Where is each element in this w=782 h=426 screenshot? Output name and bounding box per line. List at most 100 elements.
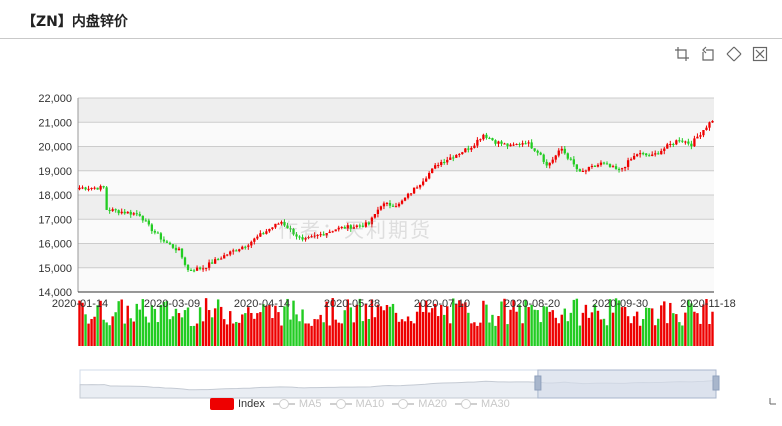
volume-bar bbox=[259, 312, 262, 346]
candle bbox=[78, 187, 81, 190]
candle bbox=[614, 166, 618, 169]
candle bbox=[159, 233, 163, 240]
volume-bar bbox=[551, 310, 554, 346]
candle bbox=[313, 235, 316, 237]
restore-icon[interactable] bbox=[726, 46, 742, 62]
volume-bar bbox=[518, 304, 521, 346]
volume-bar bbox=[370, 299, 374, 346]
candle bbox=[412, 187, 416, 194]
candle bbox=[223, 255, 226, 259]
legend-item-ma20[interactable]: MA20 bbox=[392, 398, 447, 410]
legend-item-ma5[interactable]: MA5 bbox=[272, 398, 322, 410]
volume-bar bbox=[464, 302, 467, 346]
volume-bar bbox=[379, 306, 383, 346]
candle bbox=[527, 142, 530, 144]
volume-bar bbox=[93, 316, 96, 346]
volume-bar bbox=[563, 308, 567, 346]
volume-bar bbox=[322, 322, 325, 346]
volume-bar bbox=[135, 303, 138, 346]
candle bbox=[687, 141, 690, 144]
volume-bar bbox=[105, 322, 108, 346]
volume-bar bbox=[180, 317, 184, 346]
candle bbox=[611, 166, 615, 168]
volume-bar bbox=[647, 307, 651, 346]
candle bbox=[238, 249, 241, 252]
candle bbox=[590, 165, 594, 167]
candle bbox=[428, 173, 431, 179]
candle bbox=[195, 267, 199, 271]
candle bbox=[521, 143, 524, 145]
volume-bar bbox=[141, 299, 145, 346]
legend-item-index[interactable]: Index bbox=[210, 398, 265, 410]
candle bbox=[575, 164, 578, 170]
candle bbox=[632, 155, 636, 160]
volume-bar bbox=[608, 299, 612, 346]
candle bbox=[177, 248, 181, 251]
legend-item-ma10[interactable]: MA10 bbox=[329, 398, 384, 410]
volume-bar bbox=[488, 322, 491, 346]
candle bbox=[123, 211, 126, 214]
candle bbox=[524, 143, 527, 145]
volume-bar bbox=[241, 314, 244, 346]
volume-bar bbox=[334, 319, 337, 346]
candle bbox=[566, 153, 569, 159]
volume-bar bbox=[198, 307, 202, 346]
volume-bar bbox=[587, 317, 591, 346]
volume-bar bbox=[316, 319, 319, 346]
candle bbox=[545, 161, 548, 166]
zoom-reset-icon[interactable] bbox=[700, 46, 716, 62]
candle bbox=[702, 130, 705, 136]
candle bbox=[645, 153, 648, 156]
volume-bar bbox=[298, 321, 301, 346]
volume-bar bbox=[256, 313, 259, 346]
candle bbox=[105, 187, 108, 210]
volume-bar bbox=[542, 306, 545, 346]
candle bbox=[593, 165, 597, 167]
candle bbox=[557, 150, 560, 156]
volume-bar bbox=[144, 316, 148, 346]
volume-bar bbox=[247, 307, 250, 346]
save-image-icon[interactable] bbox=[752, 46, 768, 62]
candle bbox=[132, 213, 135, 215]
candle bbox=[548, 162, 551, 166]
chart-legend: Index MA5 MA10 MA20 MA30 bbox=[210, 398, 510, 410]
volume-bar bbox=[238, 322, 241, 346]
candle bbox=[620, 168, 624, 170]
candle bbox=[551, 159, 554, 163]
volume-bar bbox=[548, 311, 551, 346]
candle bbox=[651, 154, 654, 156]
candle bbox=[458, 154, 461, 156]
candle bbox=[165, 241, 169, 243]
grid-band bbox=[78, 98, 714, 123]
candle bbox=[201, 268, 205, 270]
candle bbox=[301, 237, 304, 240]
candle bbox=[672, 143, 675, 145]
volume-bar bbox=[617, 300, 621, 346]
x-tick-label: 2020-11-18 bbox=[680, 298, 735, 310]
candle bbox=[584, 170, 588, 172]
volume-bar bbox=[690, 303, 693, 346]
candle bbox=[669, 143, 672, 145]
candle bbox=[473, 145, 476, 148]
volume-bar bbox=[289, 319, 292, 346]
candle bbox=[316, 234, 319, 236]
candle bbox=[247, 245, 250, 247]
candle bbox=[708, 122, 711, 128]
candle bbox=[250, 241, 253, 246]
volume-bar bbox=[162, 301, 166, 346]
candle bbox=[629, 159, 633, 161]
volume-bar bbox=[657, 318, 660, 346]
volume-bar bbox=[355, 304, 359, 346]
zoom-icon[interactable] bbox=[674, 46, 690, 62]
volume-bar bbox=[424, 300, 428, 346]
candle bbox=[440, 161, 443, 166]
candle bbox=[108, 209, 111, 211]
volume-bar bbox=[669, 302, 672, 346]
legend-item-ma30[interactable]: MA30 bbox=[455, 398, 510, 410]
candle bbox=[334, 229, 337, 232]
volume-bar bbox=[358, 298, 362, 346]
volume-bar bbox=[684, 312, 687, 346]
volume-bar bbox=[711, 311, 714, 346]
candle bbox=[289, 228, 292, 230]
